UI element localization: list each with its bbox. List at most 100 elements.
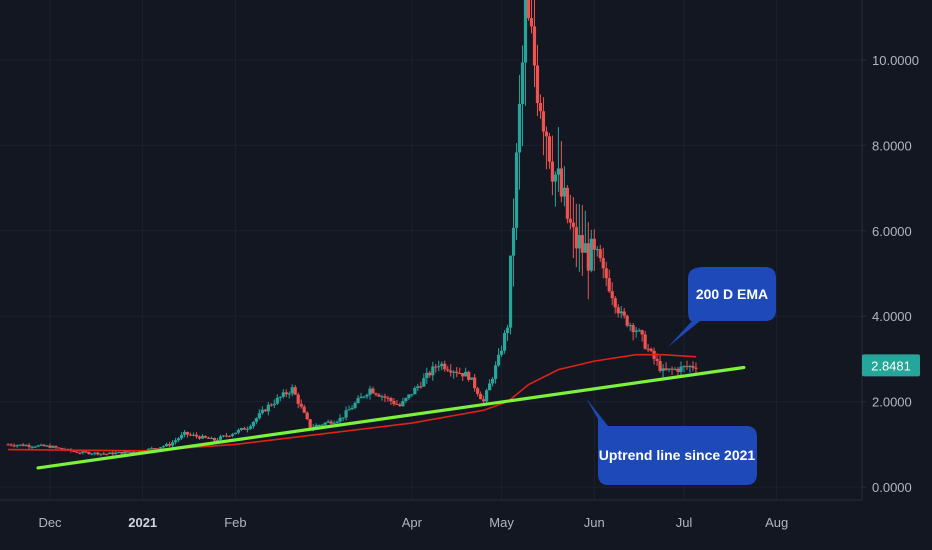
candle-body	[323, 422, 327, 425]
candle-body	[99, 453, 103, 455]
time-tick-label: Aug	[765, 515, 788, 530]
candle-body	[458, 373, 462, 375]
candle-body	[634, 330, 638, 333]
candle-body	[401, 401, 405, 407]
candle-body	[218, 436, 223, 440]
candle-body	[688, 365, 692, 368]
candle-body	[81, 451, 85, 453]
ema-callout-label: 200 D EMA	[696, 286, 768, 302]
candle-body	[344, 410, 348, 418]
time-tick-label: Jul	[676, 515, 693, 530]
candle-body	[209, 437, 214, 439]
candle-body	[290, 387, 294, 394]
candle-body	[245, 428, 249, 430]
candle-body	[293, 387, 297, 395]
time-tick-label: Dec	[38, 515, 62, 530]
candle-body	[24, 445, 28, 447]
last-price-tag: 2.8481	[862, 354, 920, 377]
candle-body	[607, 278, 611, 292]
candle-body	[212, 437, 217, 441]
candle-body	[317, 424, 321, 426]
candle-body	[541, 111, 546, 132]
candle-body	[308, 419, 312, 429]
candle-body	[84, 451, 88, 453]
candle-body	[589, 238, 593, 271]
candle-body	[174, 440, 178, 443]
candle-body	[168, 443, 172, 446]
candle-body	[526, 0, 531, 19]
candle-body	[586, 243, 590, 271]
candle-body	[467, 371, 471, 380]
candle-body	[332, 422, 336, 424]
candle-body	[649, 348, 653, 351]
grid-lines	[0, 0, 862, 500]
candle-body	[96, 452, 100, 455]
candle-body	[661, 368, 665, 371]
candle-body	[182, 431, 187, 435]
candle-body	[520, 62, 525, 104]
candle-body	[296, 394, 300, 404]
candle-body	[583, 243, 587, 253]
candle-body	[413, 388, 417, 395]
ema-callout[interactable]: 200 D EMA	[668, 267, 776, 347]
candle-body	[470, 377, 474, 380]
candle-body	[386, 397, 390, 399]
candle-body	[102, 453, 106, 455]
candle-body	[257, 413, 261, 419]
candle-body	[341, 417, 345, 419]
candle-body	[54, 446, 58, 448]
candle-body	[464, 371, 468, 377]
candle-body	[395, 404, 399, 406]
candle-body	[153, 448, 157, 450]
candle-body	[389, 398, 393, 402]
candle-body	[272, 403, 276, 406]
candle-body	[251, 421, 255, 427]
candle-body	[571, 222, 575, 228]
candle-body	[329, 421, 333, 424]
candle-body	[380, 396, 384, 398]
last-price-badge	[862, 354, 920, 377]
candle-body	[233, 432, 238, 435]
candle-body	[188, 434, 193, 436]
candle-body	[496, 354, 501, 366]
candle-body	[266, 404, 270, 412]
candle-body	[565, 187, 569, 219]
candle-body	[404, 398, 408, 402]
candle-body	[18, 444, 22, 446]
candle-body	[553, 174, 558, 182]
candle-body	[159, 447, 163, 449]
candle-body	[398, 404, 402, 407]
trendline-callout[interactable]: Uptrend line since 2021	[586, 398, 757, 485]
candle-body	[535, 65, 540, 104]
uptrend-line[interactable]	[36, 365, 746, 470]
candle-body	[347, 409, 351, 411]
candle-body	[230, 434, 235, 436]
time-tick-label: Feb	[224, 515, 246, 530]
candle-body	[631, 325, 635, 333]
candle-body	[171, 442, 175, 446]
candle-body	[254, 418, 258, 422]
time-axis[interactable]: Dec 2021 Feb Apr May Jun Jul Aug	[38, 515, 788, 530]
candle-body	[176, 438, 181, 441]
candle-body	[443, 363, 447, 370]
candle-body	[9, 444, 13, 446]
candle-body	[422, 378, 426, 387]
price-tick-label: 6.0000	[872, 224, 912, 239]
time-tick-label: May	[489, 515, 514, 530]
candle-body	[538, 103, 543, 112]
candle-body	[628, 325, 632, 327]
candle-body	[550, 161, 555, 182]
price-tick-label: 4.0000	[872, 309, 912, 324]
candle-body	[194, 434, 199, 437]
candle-body	[45, 445, 49, 447]
trendline-callout-bubble	[586, 398, 757, 485]
candle-body	[362, 396, 366, 398]
candle-body	[476, 388, 480, 395]
candle-body	[392, 401, 396, 405]
candle-body	[239, 428, 243, 430]
candle-body	[562, 187, 566, 197]
candle-body	[383, 396, 387, 398]
price-axis[interactable]: 0.0000 2.0000 4.0000 6.0000 8.0000 10.0000	[862, 53, 919, 495]
last-price-value: 2.8481	[871, 358, 911, 373]
